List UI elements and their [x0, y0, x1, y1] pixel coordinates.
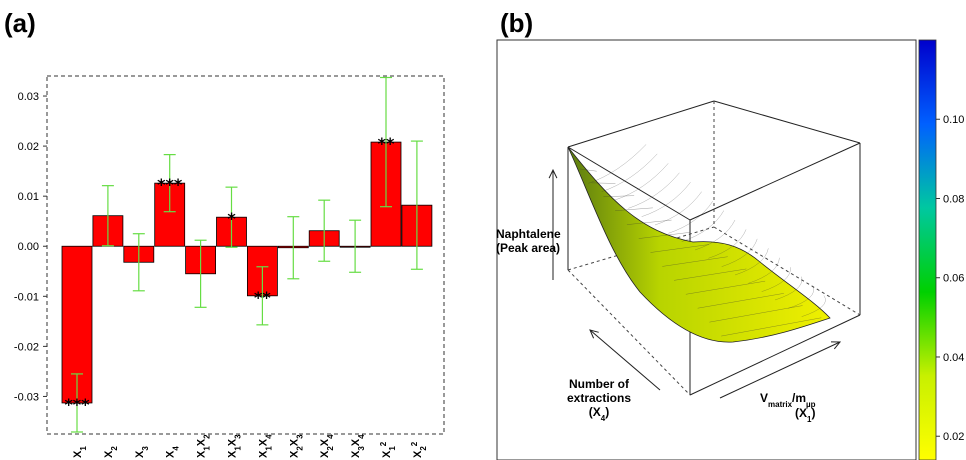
significance-marker: *** [157, 175, 183, 194]
x-tick-label: X2X3 [288, 434, 304, 458]
x-tick-label: X1X4 [257, 434, 273, 458]
y-tick-label: -0.01 [14, 291, 39, 303]
significance-marker: ** [378, 134, 395, 153]
bar [154, 182, 186, 247]
x-tick-label: X2 [103, 446, 119, 458]
x-tick-label: X2X4 [319, 434, 335, 458]
x-tick-label: X22 [409, 441, 427, 458]
x-tick-label: X1X3 [227, 434, 243, 458]
significance-marker: * [227, 209, 236, 228]
panel-b-label: (b) [500, 8, 534, 38]
y-tick-label: -0.02 [14, 341, 39, 353]
x-tick-label: X3 [134, 446, 150, 458]
y-tick-label: 0.02 [18, 141, 39, 153]
x-tick-label: X1 [72, 446, 88, 458]
x-tick-label: X4 [165, 446, 181, 458]
y-tick-label: -0.03 [14, 391, 39, 403]
y-tick-label: 0.03 [18, 91, 39, 103]
y-tick-label: 0.01 [18, 191, 39, 203]
y-tick-label: 0.00 [18, 241, 39, 253]
panel-a-label: (a) [4, 8, 36, 38]
x-tick-label: X3X4 [350, 434, 366, 458]
plot-frame [46, 75, 445, 435]
x-tick-label: X12 [379, 441, 397, 458]
significance-marker: ** [254, 288, 271, 307]
significance-marker: *** [64, 395, 90, 414]
x-tick-label: X1X2 [196, 434, 212, 458]
